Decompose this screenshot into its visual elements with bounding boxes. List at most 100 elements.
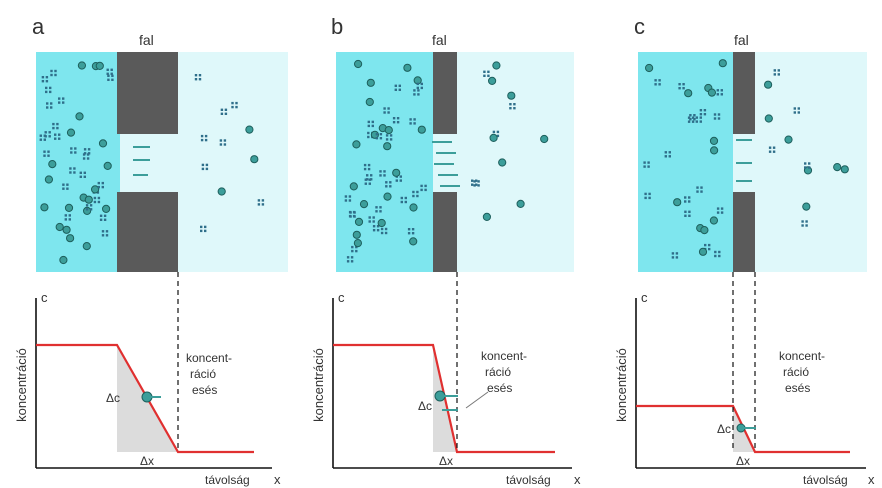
- panel-letter-c: c: [634, 14, 645, 39]
- particle-cluster: [687, 116, 695, 123]
- panel-c: c fal c koncentráció Δc Δx koncent-: [614, 14, 875, 487]
- flux-arrows-b: [432, 141, 460, 187]
- particle-cluster: [420, 184, 427, 192]
- particle: [75, 112, 84, 121]
- particle-cluster: [375, 133, 383, 140]
- particle: [784, 135, 793, 144]
- particle: [250, 155, 259, 164]
- particle: [103, 161, 112, 170]
- gradient-label-c-line1: koncent-: [779, 349, 825, 363]
- particle-cluster: [413, 89, 420, 96]
- wall-label-b: fal: [432, 32, 447, 48]
- dc-label-b: Δc: [418, 399, 432, 413]
- x-axis-label-b: távolság: [506, 473, 551, 487]
- particle-cluster: [85, 204, 93, 211]
- particle: [764, 80, 773, 89]
- particle-cluster: [385, 181, 392, 188]
- x-axis-label-a: távolság: [205, 473, 250, 487]
- particle: [392, 168, 401, 177]
- particle-cluster: [348, 210, 356, 218]
- flux-arrows-a: [133, 146, 150, 176]
- gradient-label-c-line3: esés: [785, 381, 810, 395]
- particle-cluster: [664, 151, 671, 158]
- particle: [352, 140, 361, 149]
- particle-cluster: [383, 107, 390, 114]
- particle-cluster: [351, 245, 358, 253]
- x-axis-letter-c: x: [868, 472, 875, 487]
- particle: [62, 225, 71, 234]
- particle-cluster: [99, 214, 107, 221]
- particle-cluster: [97, 181, 104, 189]
- particle-cluster: [43, 150, 50, 157]
- panel-letter-a: a: [32, 14, 45, 39]
- particle: [66, 128, 76, 137]
- particle-cluster: [801, 220, 808, 227]
- particle: [217, 187, 226, 196]
- y-axis-letter-b: c: [338, 290, 345, 305]
- particle-cluster: [41, 76, 49, 83]
- particle-cluster: [385, 134, 393, 141]
- particle-cluster: [200, 225, 207, 233]
- particle: [82, 242, 91, 251]
- low-concentration-region-a: [178, 52, 288, 272]
- particle: [55, 222, 64, 232]
- particle-cluster: [671, 252, 679, 259]
- wall-label-a: fal: [139, 32, 154, 48]
- wall-top-b: [433, 52, 457, 134]
- x-axis-letter-a: x: [274, 472, 281, 487]
- x-axis-letter-b: x: [574, 472, 581, 487]
- wall-label-c: fal: [734, 32, 749, 48]
- y-axis-letter-a: c: [41, 290, 48, 305]
- particle-cluster: [412, 190, 419, 198]
- panel-b: b fal c koncentráció Δc Δx: [311, 14, 581, 487]
- dx-label-c: Δx: [736, 454, 750, 468]
- dx-label-b: Δx: [439, 454, 453, 468]
- dx-label-a: Δx: [140, 454, 154, 468]
- particle: [700, 226, 709, 235]
- particle: [349, 182, 358, 191]
- particles-a: [39, 61, 265, 265]
- gradient-label-b-line1: koncent-: [481, 349, 527, 363]
- particle-cluster: [83, 148, 91, 155]
- particle: [91, 185, 100, 194]
- particle: [507, 91, 516, 100]
- particle-cluster: [364, 178, 371, 185]
- particle-cluster: [684, 210, 691, 217]
- particle: [489, 133, 498, 142]
- particle: [365, 97, 374, 107]
- high-concentration-region-c: [638, 52, 733, 272]
- gradient-label-a-line3: esés: [192, 383, 217, 397]
- particle-cluster: [696, 186, 703, 193]
- particles-c: [643, 59, 849, 259]
- particle-cluster: [400, 196, 407, 204]
- particle-cluster: [69, 167, 76, 174]
- particle: [488, 76, 497, 86]
- graph-c: c koncentráció Δc Δx koncent- ráció esés…: [614, 272, 875, 487]
- particle: [354, 217, 364, 226]
- particle: [516, 199, 525, 208]
- particle: [102, 204, 111, 213]
- particle-cluster: [372, 225, 380, 232]
- particle-cluster: [79, 171, 86, 178]
- particle-cluster: [768, 146, 776, 153]
- particle: [833, 163, 842, 172]
- particle-cluster: [471, 179, 478, 186]
- y-axis-label-c: koncentráció: [614, 348, 629, 422]
- particle-cluster: [366, 174, 373, 181]
- y-axis-label-b: koncentráció: [311, 348, 326, 422]
- particle-cluster: [62, 183, 69, 190]
- particle: [684, 89, 693, 98]
- particle-cluster: [46, 102, 53, 109]
- particle: [354, 59, 363, 69]
- particle-cluster: [509, 103, 516, 110]
- particle: [718, 59, 727, 68]
- particle-cluster: [713, 113, 721, 120]
- wall-bottom-a: [117, 192, 178, 272]
- particle-cluster: [416, 82, 423, 90]
- particle: [802, 202, 811, 211]
- particle-cluster: [643, 161, 650, 168]
- particle: [673, 198, 682, 207]
- particle-cluster: [346, 256, 354, 263]
- particle-cluster: [644, 192, 651, 200]
